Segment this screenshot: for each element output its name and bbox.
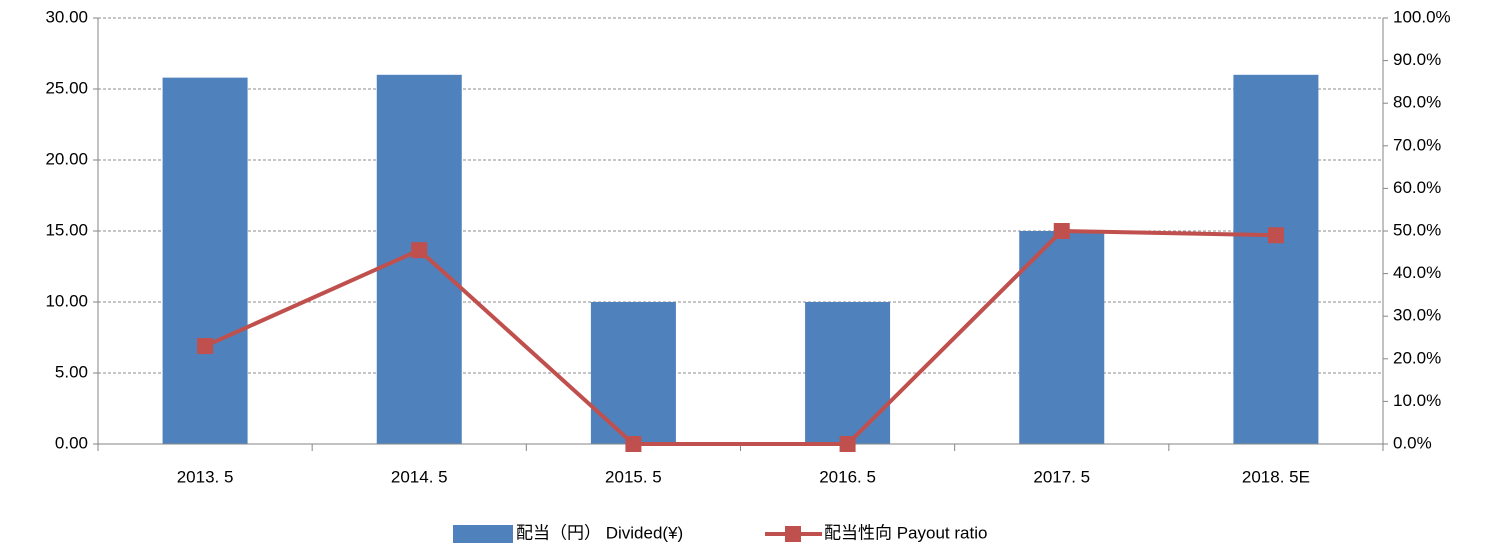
bar — [1019, 231, 1105, 444]
x-tick-label: 2017. 5 — [1033, 467, 1090, 486]
line-marker — [197, 338, 214, 355]
y2-tick-label: 80.0% — [1393, 93, 1441, 112]
y-tick-label: 30.00 — [45, 7, 88, 26]
bar — [590, 302, 676, 444]
y2-tick-label: 30.0% — [1393, 306, 1441, 325]
line-marker — [411, 242, 428, 259]
legend-label: 配当性向 Payout ratio — [824, 523, 987, 542]
line-marker — [839, 436, 856, 452]
y-tick-label: 0.00 — [55, 433, 88, 452]
line-marker — [1267, 227, 1284, 244]
y2-tick-label: 0.0% — [1393, 433, 1432, 452]
x-tick-label: 2016. 5 — [819, 467, 876, 486]
y2-tick-label: 50.0% — [1393, 220, 1441, 239]
legend-swatch — [785, 526, 801, 542]
bar — [162, 77, 248, 444]
y2-tick-label: 20.0% — [1393, 348, 1441, 367]
bar — [1233, 74, 1319, 445]
legend-swatch — [453, 525, 513, 543]
x-tick-label: 2013. 5 — [177, 467, 234, 486]
line-marker — [625, 436, 642, 452]
line — [204, 228, 1276, 446]
y2-tick-label: 90.0% — [1393, 50, 1441, 69]
line-marker — [1053, 223, 1070, 239]
y-tick-label: 25.00 — [45, 78, 88, 97]
y-tick-label: 20.00 — [45, 149, 88, 168]
y2-tick-label: 60.0% — [1393, 178, 1441, 197]
y-tick-label: 10.00 — [45, 291, 88, 310]
y-tick-label: 5.00 — [55, 362, 88, 381]
y2-tick-label: 40.0% — [1393, 263, 1441, 282]
y2-tick-label: 70.0% — [1393, 135, 1441, 154]
y-tick-label: 15.00 — [45, 220, 88, 239]
bar — [376, 74, 462, 445]
bar — [805, 302, 891, 444]
x-tick-label: 2018. 5E — [1242, 467, 1310, 486]
x-tick-label: 2015. 5 — [605, 467, 662, 486]
y2-tick-label: 100.0% — [1393, 7, 1451, 26]
legend-label: 配当（円） Divided(¥) — [516, 523, 683, 542]
x-tick-label: 2014. 5 — [391, 467, 448, 486]
y2-tick-label: 10.0% — [1393, 391, 1441, 410]
